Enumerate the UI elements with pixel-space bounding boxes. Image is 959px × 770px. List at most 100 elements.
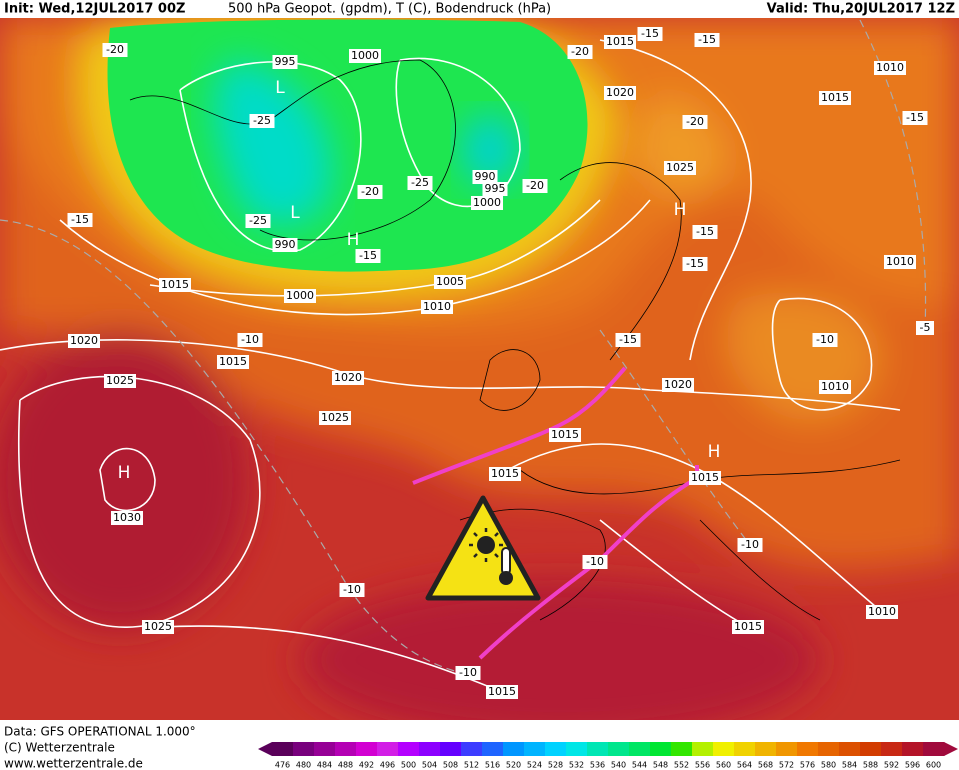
pressure-center: H [118, 463, 131, 483]
label-box [111, 511, 143, 525]
label-box [486, 685, 518, 699]
colorbar-label: 564 [737, 761, 752, 770]
label-box [339, 583, 365, 597]
label-box [434, 275, 466, 289]
label-box [682, 257, 708, 271]
colorbar-cell [671, 742, 693, 756]
label-box [349, 49, 381, 63]
contour-label: 1015 [606, 35, 634, 48]
colorbar-label: 512 [464, 761, 479, 770]
label-box [249, 114, 275, 128]
label-box [489, 467, 521, 481]
isotherms [0, 19, 927, 676]
colorbar-cell [650, 742, 672, 756]
contour-label: 1025 [144, 620, 172, 633]
colorbar-label: 488 [338, 761, 353, 770]
copyright: (C) Wetterzentrale [4, 741, 115, 755]
contour-label: -10 [459, 666, 477, 679]
heat-warning-icon [425, 495, 541, 601]
colorbar-cell [524, 742, 546, 756]
contour-label: -15 [619, 333, 637, 346]
colorbar-label: 600 [926, 761, 941, 770]
colorbar-cell [692, 742, 714, 756]
contour-label: -15 [696, 225, 714, 238]
data-source: Data: GFS OPERATIONAL 1.000° [4, 725, 196, 739]
colorbar-label: 516 [485, 761, 500, 770]
contour-label: 995 [485, 182, 506, 195]
label-box [604, 86, 636, 100]
colorbar-cell [356, 742, 378, 756]
colorbar-label: 568 [758, 761, 773, 770]
colorbar-cell [629, 742, 651, 756]
label-box [884, 255, 916, 269]
contour-label: -20 [361, 185, 379, 198]
colorbar-cell [482, 742, 504, 756]
pressure-center: H [708, 442, 721, 462]
colorbar-label: 588 [863, 761, 878, 770]
colorbar-cell [587, 742, 609, 756]
contour-label: 1015 [219, 355, 247, 368]
colorbar-cell [713, 742, 735, 756]
colorbar-label: 504 [422, 761, 437, 770]
colorbar-label: 524 [527, 761, 542, 770]
colorbar-label: 592 [884, 761, 899, 770]
colorbar-label: 556 [695, 761, 710, 770]
pressure-center: H [674, 200, 687, 220]
contour-label: 990 [275, 238, 296, 251]
label-box [522, 179, 548, 193]
colorbar-cell [461, 742, 483, 756]
label-box [482, 182, 508, 196]
colorbar-cell [608, 742, 630, 756]
valid-time: Valid: Thu,20JUL2017 12Z [767, 2, 955, 17]
contour-label: 1015 [821, 91, 849, 104]
label-box [812, 333, 838, 347]
contour-label: 1000 [286, 289, 314, 302]
label-box [874, 61, 906, 75]
colorbar-cell [503, 742, 525, 756]
colorbar-cell [314, 742, 336, 756]
label-box [471, 196, 503, 210]
label-box [682, 115, 708, 129]
contour-label: -25 [253, 114, 271, 127]
label-box [916, 321, 934, 335]
contour-label: -10 [343, 583, 361, 596]
contour-label: 1010 [423, 300, 451, 313]
contour-label: 1005 [436, 275, 464, 288]
contour-label: 1025 [666, 161, 694, 174]
contour-label: -25 [411, 176, 429, 189]
label-box [662, 378, 694, 392]
label-box [355, 249, 381, 263]
coastlines [129, 59, 901, 621]
colorbar-cell [776, 742, 798, 756]
contour-label: -20 [686, 115, 704, 128]
contour-label: -10 [741, 538, 759, 551]
colorbar-cell [419, 742, 441, 756]
contour-label: -15 [906, 111, 924, 124]
colorbar-cell [734, 742, 756, 756]
contour-label: -10 [586, 555, 604, 568]
contour-label: 1025 [321, 411, 349, 424]
contour-label: -10 [816, 333, 834, 346]
colorbar-cell [755, 742, 777, 756]
contour-label: 995 [275, 55, 296, 68]
pressure-center: H [347, 230, 360, 250]
contour-label: 1020 [664, 378, 692, 391]
contour-label: -15 [71, 213, 89, 226]
colorbar-cell [881, 742, 903, 756]
colorbar-label: 584 [842, 761, 857, 770]
contour-label: 1000 [473, 196, 501, 209]
colorbar-label: 572 [779, 761, 794, 770]
pressure-center: L [275, 78, 285, 98]
colorbar-cell [293, 742, 315, 756]
contour-label: 1010 [868, 605, 896, 618]
contour-label: 1015 [551, 428, 579, 441]
label-box [567, 45, 593, 59]
label-box [455, 666, 481, 680]
colorbar-cell [860, 742, 882, 756]
colorbar-label: 520 [506, 761, 521, 770]
label-box [694, 33, 720, 47]
contour-label: -10 [241, 333, 259, 346]
contour-label: -15 [698, 33, 716, 46]
